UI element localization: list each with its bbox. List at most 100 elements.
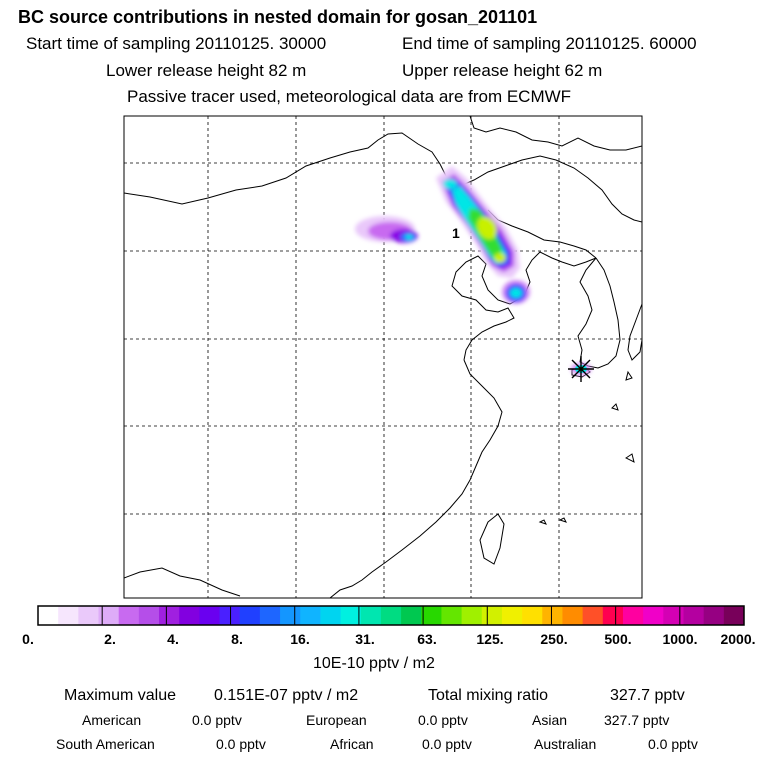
plume-contour — [510, 288, 522, 298]
plume-contour — [443, 179, 457, 189]
colorbar-swatch — [58, 606, 79, 625]
colorbar — [37, 605, 745, 626]
colorbar-swatch — [643, 606, 664, 625]
region-value: 0.0 pptv — [216, 736, 266, 752]
taiwan-island — [479, 513, 505, 565]
total-mixing-label: Total mixing ratio — [428, 687, 549, 704]
colorbar-units: 10E-10 pptv / m2 — [313, 655, 435, 672]
plot-title: BC source contributions in nested domain… — [18, 7, 538, 27]
bohai-coast — [451, 251, 597, 361]
russia-border — [469, 116, 642, 151]
colorbar-tick: 250. — [540, 631, 568, 647]
region-name: Asian — [532, 712, 568, 728]
colorbar-swatch — [723, 606, 745, 625]
region-name: African — [330, 736, 374, 752]
colorbar-swatch — [401, 606, 422, 625]
colorbar-tick: 4. — [167, 631, 179, 647]
colorbar-swatch — [118, 606, 140, 625]
colorbar-swatch — [602, 606, 624, 625]
korea-coast — [577, 257, 621, 369]
total-mixing-value: 327.7 pptv — [610, 687, 685, 704]
tracer-note: Passive tracer used, meteorological data… — [127, 87, 572, 106]
colorbar-swatch — [159, 606, 180, 625]
colorbar-swatch — [562, 606, 584, 625]
region-name: European — [306, 712, 367, 728]
colorbar-swatch — [239, 606, 261, 625]
colorbar-swatch — [663, 606, 684, 625]
small-island — [625, 370, 633, 381]
small-island — [558, 517, 567, 523]
release-point-label: 1 — [452, 225, 460, 241]
colorbar-tick: 8. — [231, 631, 243, 647]
mongolia-border — [124, 132, 642, 223]
china-korea-border — [487, 209, 597, 259]
colorbar-tick: 63. — [417, 631, 437, 647]
map-frame — [123, 115, 643, 599]
colorbar-frame — [37, 605, 745, 626]
colorbar-swatch — [320, 606, 342, 625]
region-value: 0.0 pptv — [422, 736, 472, 752]
colorbar-swatch — [380, 606, 402, 625]
colorbar-swatch — [280, 606, 301, 625]
colorbar-swatch — [441, 606, 463, 625]
region-name: American — [82, 712, 142, 728]
colorbar-swatch — [98, 606, 120, 625]
colorbar-swatch — [522, 606, 543, 625]
colorbar-swatch — [481, 606, 503, 625]
colorbar-swatch — [179, 606, 200, 625]
colorbar-swatch — [219, 606, 241, 625]
colorbar-swatch — [78, 606, 100, 625]
region-value: 327.7 pptv — [604, 712, 670, 728]
small-island — [625, 453, 635, 463]
colorbar-swatch — [340, 606, 362, 625]
colorbar-swatch — [703, 606, 725, 625]
small-island — [538, 519, 547, 525]
plume-southern — [502, 280, 530, 304]
plume-peak — [477, 216, 497, 240]
lower-release-height: Lower release height 82 m — [106, 61, 307, 80]
colorbar-swatch — [38, 606, 59, 625]
region-value: 0.0 pptv — [418, 712, 468, 728]
colorbar-swatch — [138, 606, 160, 625]
sampling-end-time: End time of sampling 20110125. 60000 — [402, 34, 697, 53]
colorbar-swatch — [683, 606, 705, 625]
colorbar-swatch — [360, 606, 382, 625]
colorbar-tick: 0. — [22, 631, 34, 647]
plume-western — [355, 216, 418, 243]
small-island — [611, 403, 619, 411]
colorbar-swatch — [300, 606, 321, 625]
region-name: South American — [56, 736, 155, 752]
colorbar-swatch — [542, 606, 563, 625]
colorbar-swatch — [199, 606, 221, 625]
colorbar-swatch — [259, 606, 281, 625]
colorbar-swatch — [582, 606, 604, 625]
colorbar-tick: 500. — [604, 631, 632, 647]
colorbar-tick: 125. — [476, 631, 504, 647]
map-grid — [124, 116, 642, 598]
japan-coast — [627, 303, 642, 361]
colorbar-tick: 2000. — [720, 631, 756, 647]
region-value: 0.0 pptv — [648, 736, 698, 752]
colorbar-tick: 31. — [355, 631, 375, 647]
colorbar-tick: 16. — [290, 631, 310, 647]
max-value: 0.151E-07 pptv / m2 — [214, 687, 359, 704]
colorbar-swatch — [421, 606, 442, 625]
sampling-start-time: Start time of sampling 20110125. 30000 — [26, 34, 327, 53]
china-east-coast — [329, 359, 503, 598]
max-value-label: Maximum value — [64, 687, 177, 704]
colorbar-tick: 1000. — [662, 631, 698, 647]
region-value: 0.0 pptv — [192, 712, 242, 728]
colorbar-swatch — [622, 606, 644, 625]
plume-contour — [405, 234, 413, 240]
upper-release-height: Upper release height 62 m — [402, 61, 603, 80]
colorbar-swatch — [501, 606, 523, 625]
receptor-star-icon — [568, 356, 594, 382]
plume-main — [436, 166, 520, 278]
colorbar-swatch — [461, 606, 483, 625]
colorbar-tick: 2. — [104, 631, 116, 647]
region-name: Australian — [534, 736, 597, 752]
plume-peak — [494, 253, 506, 263]
coastlines — [124, 116, 642, 598]
hainan-south-border — [124, 567, 241, 597]
